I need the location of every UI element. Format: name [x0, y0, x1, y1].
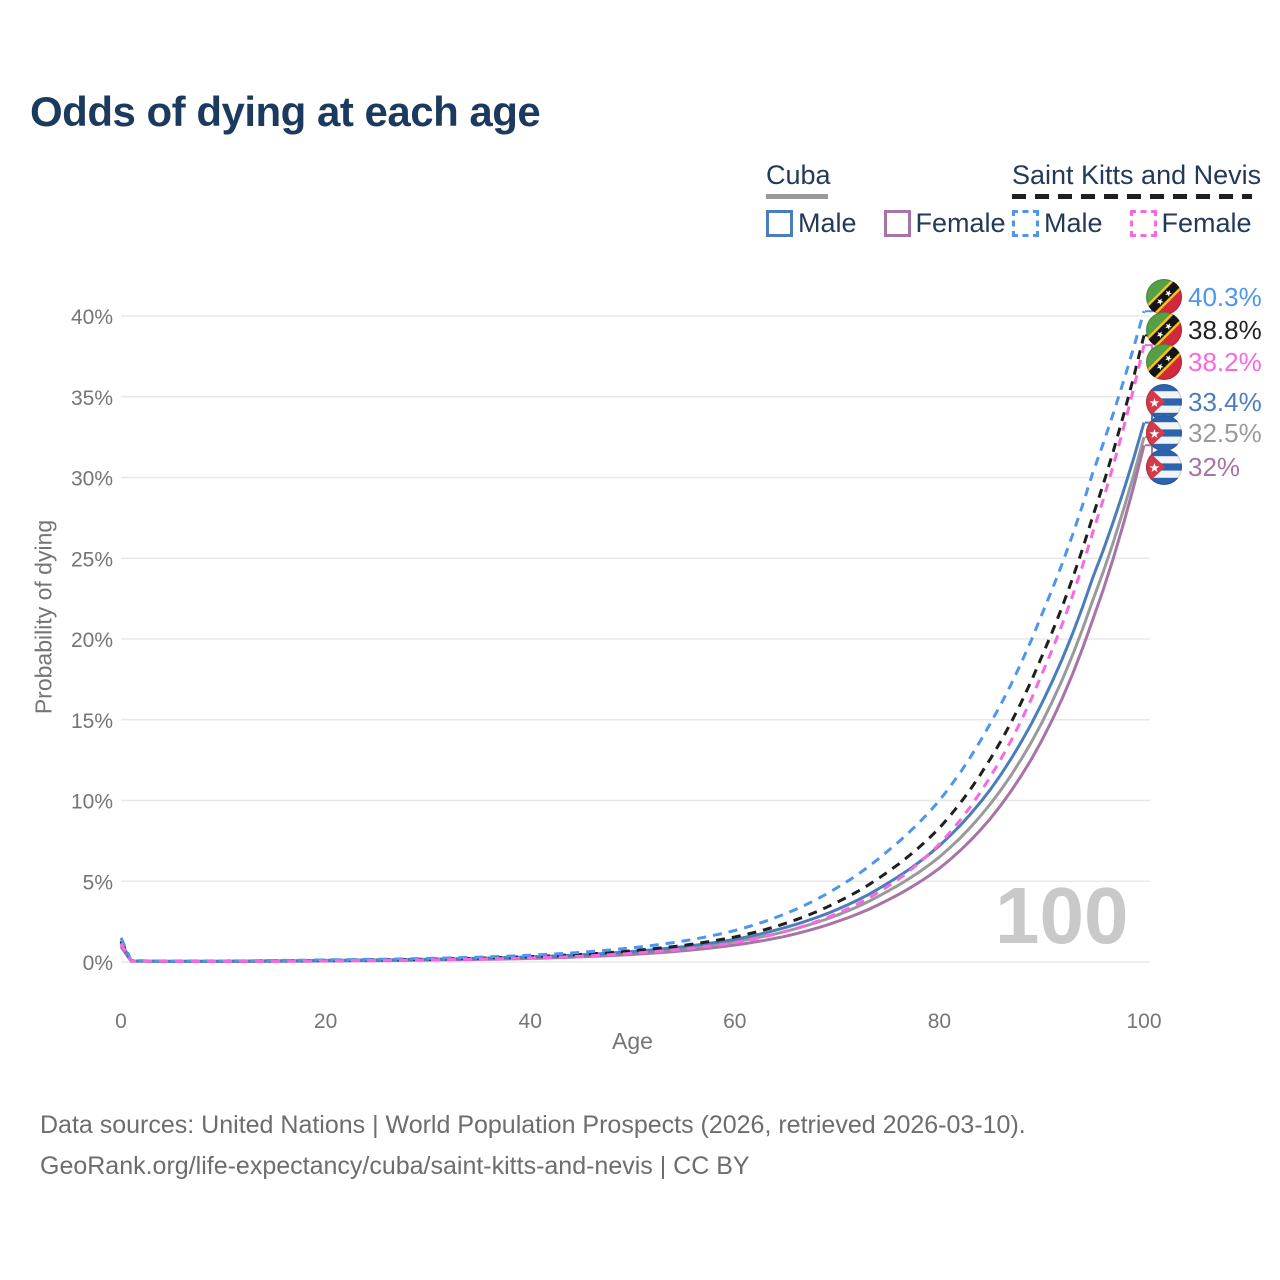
series-end-value: 32% [1188, 451, 1241, 482]
cuba-solid-line-sample [766, 193, 828, 199]
series-line-skn-male[interactable] [119, 310, 1146, 963]
series-end-value: 33.4% [1188, 386, 1262, 417]
saint-kitts-and-nevis-flag-icon [1146, 279, 1182, 315]
y-tick-40%: 40% [71, 306, 113, 329]
series-end-value: 38.8% [1188, 314, 1262, 345]
series-line-skn-both[interactable] [119, 335, 1146, 963]
source-footer: Data sources: United Nations | World Pop… [40, 1105, 1026, 1187]
x-tick-20: 20 [314, 1010, 337, 1033]
series-end-value: 38.2% [1188, 346, 1262, 377]
y-tick-15%: 15% [71, 710, 113, 733]
cuba-flag-icon [1146, 449, 1182, 485]
series-line-cuba-both[interactable] [119, 436, 1146, 963]
series-line-cuba-female[interactable] [119, 444, 1146, 963]
x-axis-title: Age [612, 1028, 653, 1054]
legend-skn-header[interactable]: Saint Kitts and Nevis [1012, 160, 1262, 199]
x-tick-60: 60 [723, 1010, 746, 1033]
legend-group-cuba: Cuba Male Female [766, 160, 1006, 239]
y-tick-20%: 20% [71, 629, 113, 652]
saint-kitts-and-nevis-flag-icon [1146, 312, 1182, 348]
series-end-value: 32.5% [1188, 417, 1262, 448]
series-end-label: 40.3% [1146, 279, 1262, 315]
legend-cuba-female-checkbox[interactable] [883, 209, 911, 237]
hovered-age-indicator: 100 [995, 871, 1129, 960]
y-tick-25%: 25% [71, 548, 113, 571]
legend-cuba-male-checkbox[interactable] [766, 209, 793, 237]
y-tick-10%: 10% [71, 791, 113, 814]
legend-group-saint-kitts-and-nevis: Saint Kitts and Nevis Male Female [1012, 160, 1262, 239]
attribution-line: GeoRank.org/life-expectancy/cuba/saint-k… [40, 1152, 750, 1180]
y-tick-35%: 35% [71, 387, 113, 410]
legend-skn-male-label[interactable]: Male [1044, 207, 1103, 238]
y-tick-0%: 0% [83, 952, 113, 975]
series-line-skn-female[interactable] [119, 344, 1146, 963]
series-end-value: 40.3% [1188, 281, 1262, 312]
page-title: Odds of dying at each age [30, 88, 541, 135]
x-tick-0: 0 [115, 1010, 127, 1033]
series-end-label: 32% [1146, 449, 1240, 485]
legend-cuba-female-label[interactable]: Female [915, 207, 1006, 238]
legend-skn-country-label: Saint Kitts and Nevis [1012, 160, 1262, 190]
series-end-label: 32.5% [1146, 415, 1262, 451]
legend-skn-female-checkbox[interactable] [1129, 209, 1157, 237]
x-tick-80: 80 [928, 1010, 951, 1033]
series-end-label: 33.4% [1146, 384, 1262, 420]
skn-dashed-line-sample [1012, 193, 1252, 199]
saint-kitts-and-nevis-flag-icon [1146, 344, 1182, 380]
y-tick-5%: 5% [83, 871, 113, 894]
x-tick-100: 100 [1126, 1010, 1161, 1033]
cuba-flag-icon [1146, 415, 1182, 451]
legend-cuba-country-label: Cuba [766, 160, 831, 190]
series-end-label: 38.2% [1146, 344, 1262, 380]
y-tick-30%: 30% [71, 468, 113, 491]
legend-skn-female-label[interactable]: Female [1161, 207, 1252, 238]
legend-skn-male-checkbox[interactable] [1012, 209, 1039, 237]
legend-cuba-male-label[interactable]: Male [798, 207, 857, 238]
legend-cuba-header[interactable]: Cuba [766, 160, 1006, 199]
data-sources-line: Data sources: United Nations | World Pop… [40, 1111, 1026, 1139]
x-tick-40: 40 [519, 1010, 542, 1033]
series-end-label: 38.8% [1146, 312, 1262, 348]
